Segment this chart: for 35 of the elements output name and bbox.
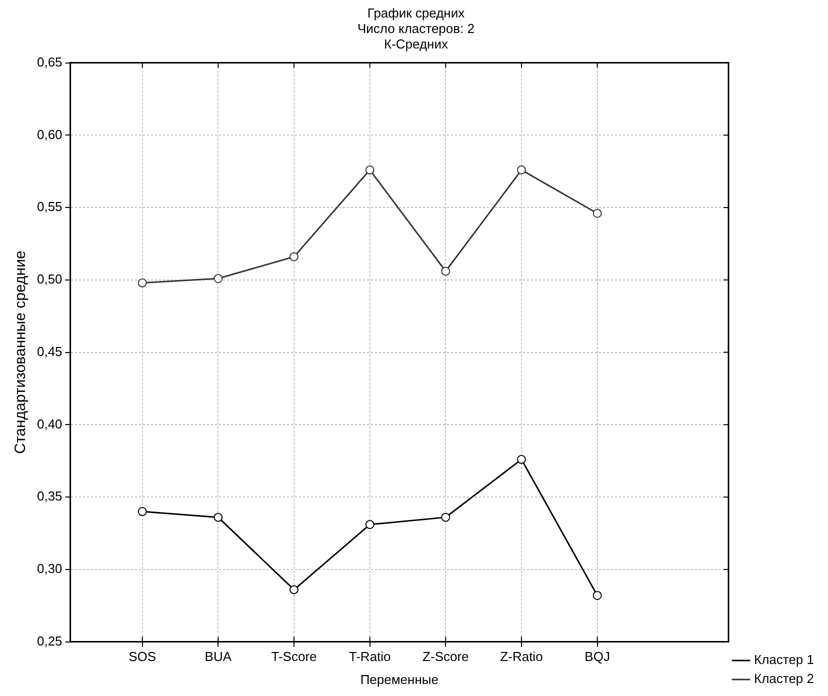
point [592, 590, 602, 600]
x-tick-label: SOS [128, 649, 156, 664]
point [214, 512, 223, 522]
point [441, 512, 450, 522]
point [290, 252, 298, 262]
point [365, 165, 374, 174]
point [214, 274, 223, 283]
x-axis-title: Переменные [360, 672, 438, 687]
x-tick-label: Z-Ratio [500, 649, 543, 664]
y-tick-label: 0,65 [36, 54, 62, 70]
legend-label: Кластер 1 [754, 652, 814, 668]
y-tick-label: 0,45 [36, 344, 62, 359]
y-tick-label: 0,30 [36, 561, 62, 576]
point [365, 520, 374, 530]
point [441, 266, 450, 276]
point [592, 208, 602, 218]
y-tick-label: 0,55 [36, 199, 62, 214]
y-axis-title: Стандартизованные средние [12, 250, 30, 454]
chart-title: График средних Число кластеров: 2 К-Средних [357, 5, 475, 52]
x-tick-label: Z-Score [422, 649, 469, 664]
x-tick-label: T-Ratio [348, 649, 391, 664]
point [516, 454, 526, 464]
y-tick-label: 0,60 [36, 126, 62, 142]
y-tick-label: 0,35 [36, 488, 62, 504]
point [516, 165, 526, 174]
x-tick-label: BUA [204, 649, 232, 664]
x-tick-label: T-Score [271, 649, 317, 664]
legend-label: Кластер 2 [754, 671, 814, 686]
point [290, 585, 298, 594]
point [138, 278, 147, 288]
point [138, 507, 147, 516]
y-tick-label: 0,25 [36, 633, 62, 648]
y-tick-label: 0,50 [36, 272, 62, 287]
x-tick-label: BQJ [584, 649, 610, 664]
y-tick-label: 0,40 [36, 416, 62, 432]
